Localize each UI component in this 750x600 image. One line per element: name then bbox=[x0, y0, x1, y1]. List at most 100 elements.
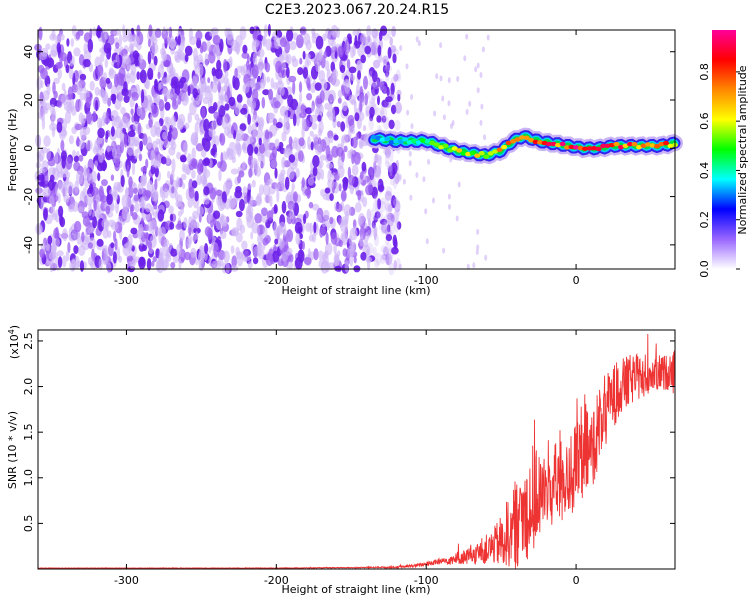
spectrogram-noise-cell bbox=[380, 106, 388, 120]
spectrogram-noise-cell bbox=[100, 29, 107, 44]
spectrogram-noise-cell bbox=[222, 150, 226, 162]
spectrogram-noise-cell bbox=[261, 97, 266, 109]
spectrogram-noise-cell bbox=[378, 158, 382, 170]
spectrogram-x-ticks: -300 -200 -100 0 bbox=[114, 30, 580, 287]
spectrogram-noise-cell bbox=[374, 153, 379, 164]
signal-trace-point bbox=[433, 142, 440, 147]
spectrogram-noise-cell bbox=[138, 54, 144, 64]
spectrogram-noise-cell bbox=[349, 241, 356, 251]
spectrogram-noise-cell bbox=[378, 30, 383, 41]
spectrogram-noise-cell bbox=[355, 132, 359, 141]
spectrogram-noise-cell bbox=[468, 100, 472, 107]
spectrogram-noise-cell bbox=[290, 98, 299, 111]
spectrogram-noise-cell bbox=[299, 27, 306, 34]
spectrogram-noise-cell bbox=[425, 238, 429, 245]
spectrogram-noise-cell bbox=[120, 175, 125, 187]
spectrogram-noise-cell bbox=[62, 183, 68, 197]
spectrogram-noise-cell bbox=[143, 232, 150, 240]
spectrogram-noise-cell bbox=[142, 172, 147, 187]
spectrogram-noise-cell bbox=[130, 227, 138, 235]
spectrogram-noise-cell bbox=[219, 230, 227, 240]
spectrogram-noise-cell bbox=[43, 186, 51, 198]
spectrogram-noise-cell bbox=[73, 161, 81, 172]
spectrogram-noise-cell bbox=[84, 167, 90, 176]
spectrogram-noise-cell bbox=[228, 56, 233, 67]
spectrogram-noise-cell bbox=[390, 246, 399, 255]
spectrogram-noise-cell bbox=[92, 27, 97, 37]
spectrogram-noise-cell bbox=[49, 33, 57, 41]
spectrogram-noise-cell bbox=[374, 85, 379, 95]
spectrogram-noise-cell bbox=[289, 40, 297, 51]
spectrogram-noise-cell bbox=[187, 85, 191, 97]
spectrogram-noise-cell bbox=[102, 72, 108, 81]
spectrogram-x-label: Height of straight line (km) bbox=[281, 284, 430, 297]
spectrogram-noise-cell bbox=[281, 131, 287, 142]
signal-trace-point bbox=[636, 145, 642, 150]
spectrogram-noise-cell bbox=[169, 221, 175, 230]
spectrogram-noise-cell bbox=[90, 170, 97, 183]
spectrogram-noise-cell bbox=[184, 122, 190, 130]
spectrogram-noise-cell bbox=[372, 246, 377, 258]
spectrogram-noise-cell bbox=[151, 260, 155, 267]
spectrogram-noise-cell bbox=[379, 218, 388, 225]
spectrogram-noise-cell bbox=[147, 38, 151, 48]
spectrogram-noise-cell bbox=[374, 170, 381, 178]
spectrogram-noise-cell bbox=[138, 153, 143, 162]
spectrogram-noise-cell bbox=[127, 130, 136, 137]
spectrogram-noise-cell bbox=[160, 226, 166, 237]
spectrogram-noise-cell bbox=[316, 214, 322, 223]
spectrogram-noise-cell bbox=[89, 80, 95, 91]
spectrogram-noise-cell bbox=[387, 215, 392, 225]
spectrogram-noise-cell bbox=[75, 99, 81, 113]
spectrogram-noise-cell bbox=[348, 126, 352, 140]
spectrogram-noise-cell bbox=[170, 141, 177, 151]
spectrogram-noise-cell bbox=[484, 254, 488, 261]
spectrogram-noise-cell bbox=[371, 28, 379, 39]
spectrogram-noise-cell bbox=[236, 232, 243, 243]
spectrogram-noise-cell bbox=[193, 227, 201, 234]
spectrogram-noise-cell bbox=[291, 55, 297, 63]
spectrogram-noise-cell bbox=[447, 77, 451, 84]
spectrogram-noise-cell bbox=[198, 63, 204, 78]
spectrogram-noise-cell bbox=[387, 46, 392, 59]
spectrogram-noise-cell bbox=[88, 183, 94, 194]
spectrogram-noise-cell bbox=[267, 112, 276, 120]
spectrogram-noise-cell bbox=[221, 191, 227, 204]
spectrogram-noise-cell bbox=[372, 225, 378, 238]
spectrogram-noise-cell bbox=[236, 129, 245, 142]
spectrogram-noise-cell bbox=[273, 100, 281, 109]
spectrogram-noise-cell bbox=[175, 200, 181, 208]
spectrogram-noise-cell bbox=[408, 150, 412, 157]
y-tick-label: 0 bbox=[22, 145, 35, 152]
spectrogram-noise-cell bbox=[235, 246, 240, 256]
spectrogram-noise-cell bbox=[292, 113, 297, 127]
spectrogram-noise-cell bbox=[214, 68, 223, 80]
spectrogram-noise-cell bbox=[57, 61, 63, 69]
spectrogram-noise-cell bbox=[115, 42, 120, 49]
spectrogram-noise-cell bbox=[195, 143, 204, 152]
spectrogram-noise-cell bbox=[210, 219, 214, 228]
spectrogram-noise-cell bbox=[53, 77, 60, 85]
spectrogram-noise-cell bbox=[322, 193, 331, 201]
spectrogram-noise-cell bbox=[312, 166, 318, 177]
spectrogram-noise-cell bbox=[394, 101, 402, 114]
spectrogram-noise-cell bbox=[187, 153, 192, 165]
spectrogram-noise-cell bbox=[58, 33, 65, 41]
spectrogram-noise-cell bbox=[335, 106, 340, 115]
spectrogram-noise-cell bbox=[148, 24, 153, 37]
spectrogram-noise-cell bbox=[384, 190, 393, 201]
spectrogram-noise-cell bbox=[145, 190, 152, 198]
spectrogram-noise-cell bbox=[235, 210, 243, 218]
spectrogram-noise-cell bbox=[380, 253, 386, 265]
spectrogram-noise-cell bbox=[149, 97, 153, 106]
colorbar-tick-label: 0.2 bbox=[698, 211, 711, 229]
signal-trace-point bbox=[582, 146, 589, 151]
spectrogram-noise-cell bbox=[257, 48, 265, 58]
spectrogram-noise-cell bbox=[264, 138, 270, 151]
spectrogram-noise-cell bbox=[242, 44, 248, 54]
spectrogram-noise-cell bbox=[252, 160, 259, 170]
spectrogram-noise-cell bbox=[92, 146, 100, 155]
spectrogram-noise-cell bbox=[106, 262, 112, 274]
spectrogram-noise-cell bbox=[139, 140, 144, 152]
spectrogram-noise-cell bbox=[273, 81, 278, 90]
